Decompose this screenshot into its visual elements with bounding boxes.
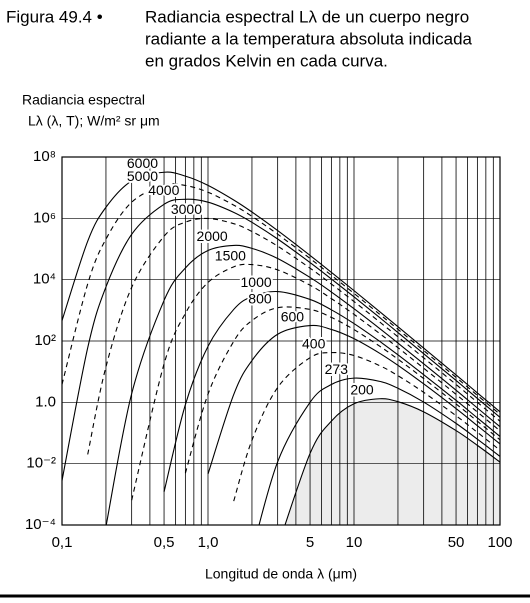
y-tick-label: 10⁶ bbox=[33, 209, 56, 226]
curve-label: 400 bbox=[302, 335, 326, 351]
line-layer bbox=[62, 171, 500, 525]
x-tick-label: 0,1 bbox=[52, 534, 73, 551]
x-axis-label: Longitud de onda λ (μm) bbox=[205, 566, 357, 582]
chart-title: Radiancia espectral Lλ de un cuerpo negr… bbox=[145, 7, 469, 26]
curve bbox=[163, 290, 500, 493]
x-tick-label: 100 bbox=[487, 534, 512, 551]
curve-label: 6000 bbox=[127, 155, 158, 171]
area-layer bbox=[277, 398, 500, 525]
curve bbox=[105, 244, 500, 525]
grid-layer bbox=[61, 156, 501, 526]
y-tick-label: 10⁻⁴ bbox=[25, 516, 56, 533]
curve bbox=[258, 377, 500, 525]
curve-label: 800 bbox=[248, 290, 272, 306]
y-tick-label: 10⁸ bbox=[33, 148, 56, 165]
area bbox=[277, 398, 500, 525]
y-axis-label: Radiancia espectral bbox=[22, 92, 145, 108]
curve-label: 3000 bbox=[171, 201, 202, 217]
curve bbox=[207, 324, 500, 475]
x-tick-label: 0,5 bbox=[154, 534, 175, 551]
curve-label: 5000 bbox=[127, 168, 158, 184]
y-axis-label: Lλ (λ, T); W/m² sr μm bbox=[28, 113, 160, 129]
curve bbox=[284, 398, 500, 525]
curve bbox=[87, 217, 500, 455]
curve-label: 273 bbox=[325, 361, 349, 377]
curve-label: 1000 bbox=[241, 274, 272, 290]
curve bbox=[62, 171, 500, 413]
curve bbox=[62, 198, 500, 481]
x-tick-label: 10 bbox=[346, 534, 363, 551]
x-tick-label: 5 bbox=[306, 534, 314, 551]
curve-label: 4000 bbox=[148, 182, 179, 198]
curve-label: 200 bbox=[350, 381, 374, 397]
x-tick-label: 1,0 bbox=[198, 534, 219, 551]
y-tick-label: 10² bbox=[34, 332, 56, 349]
curve bbox=[184, 306, 500, 474]
chart-title: en grados Kelvin en cada curva. bbox=[145, 51, 388, 70]
curve bbox=[62, 183, 500, 415]
curve-label: 1500 bbox=[215, 247, 246, 263]
text-layer: 10⁻⁴ 10⁻² 1.0 10² 10⁴ 10⁶ 10⁸ 0,1 0,5 1,0 5 10 50 100… bbox=[25, 148, 513, 551]
y-tick-label: 10⁻² bbox=[26, 455, 56, 472]
plot-frame bbox=[61, 156, 501, 526]
figure-label: Figura 49.4 • bbox=[6, 7, 103, 26]
y-tick-label: 10⁴ bbox=[33, 271, 56, 288]
curve bbox=[233, 352, 500, 502]
curve-label: 2000 bbox=[197, 228, 228, 244]
chart-title: radiante a la temperatura absoluta indic… bbox=[145, 29, 473, 48]
x-tick-label: 50 bbox=[448, 534, 465, 551]
curve-label: 600 bbox=[281, 308, 305, 324]
y-tick-label: 1.0 bbox=[35, 393, 56, 410]
curve bbox=[131, 263, 500, 501]
